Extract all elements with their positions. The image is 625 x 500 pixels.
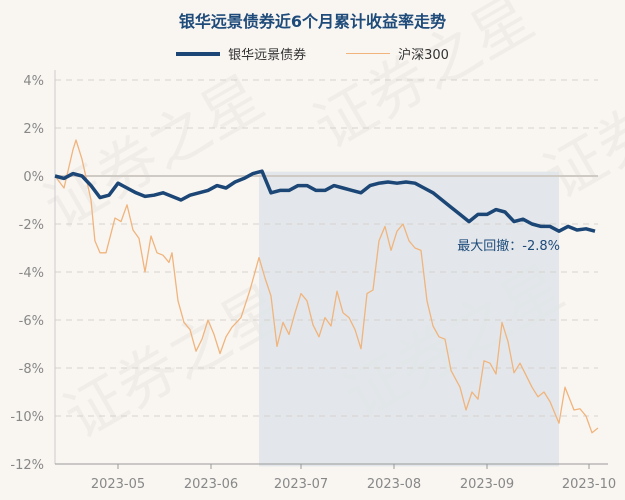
y-tick-label: 4% [23, 74, 44, 89]
x-tick-label: 2023-05 [91, 477, 145, 492]
legend-label-fund: 银华远景债券 [228, 48, 307, 63]
chart-title: 银华远景债券近6个月累计收益率走势 [178, 12, 447, 31]
legend-item-index[interactable]: 沪深300 [346, 44, 449, 63]
y-tick-label: 0% [23, 170, 44, 185]
series-line-fund [54, 169, 596, 233]
watermark: 证券之星 [33, 62, 276, 243]
x-tick-label: 2023-06 [184, 477, 238, 492]
y-tick-label: -2% [19, 218, 44, 233]
x-tick-label: 2023-08 [367, 477, 421, 492]
watermark: 证券之星 [53, 272, 296, 453]
y-tick-label: -12% [10, 458, 44, 473]
watermark: 证券之星 [303, 0, 546, 163]
legend-swatch-index [346, 53, 391, 54]
legend: 银华远景债券 沪深300 [0, 44, 625, 63]
series-line-index [54, 139, 599, 434]
y-tick-label: 2% [23, 122, 44, 137]
x-tick-label: 2023-07 [274, 477, 328, 492]
x-tick-label: 2023-10 [562, 477, 616, 492]
legend-label-index: 沪深300 [398, 48, 449, 63]
max-drawdown-region [259, 171, 559, 467]
x-tick-label: 2023-09 [460, 477, 514, 492]
legend-swatch-fund [176, 51, 221, 56]
legend-item-fund[interactable]: 银华远景债券 [176, 44, 306, 63]
max-drawdown-annotation: 最大回撤：-2.8% [457, 238, 560, 254]
y-tick-label: -10% [10, 410, 44, 425]
y-tick-label: -6% [19, 314, 44, 329]
y-tick-label: -4% [19, 266, 44, 281]
y-tick-label: -8% [19, 362, 44, 377]
